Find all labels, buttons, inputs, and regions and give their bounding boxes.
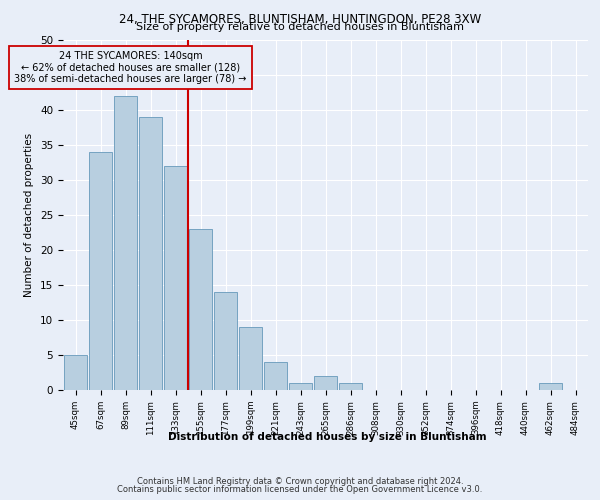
Text: Contains public sector information licensed under the Open Government Licence v3: Contains public sector information licen… [118, 484, 482, 494]
Bar [89, 152, 112, 390]
Bar [239, 327, 262, 390]
Bar [539, 383, 562, 390]
Bar [314, 376, 337, 390]
Bar [139, 117, 162, 390]
Text: 24, THE SYCAMORES, BLUNTISHAM, HUNTINGDON, PE28 3XW: 24, THE SYCAMORES, BLUNTISHAM, HUNTINGDO… [119, 12, 481, 26]
Bar [164, 166, 187, 390]
Text: Contains HM Land Registry data © Crown copyright and database right 2024.: Contains HM Land Registry data © Crown c… [137, 477, 463, 486]
Y-axis label: Number of detached properties: Number of detached properties [25, 133, 34, 297]
Bar [189, 229, 212, 390]
Bar [64, 355, 87, 390]
Text: Size of property relative to detached houses in Bluntisham: Size of property relative to detached ho… [136, 22, 464, 32]
Bar [289, 383, 312, 390]
Bar [339, 383, 362, 390]
Text: 24 THE SYCAMORES: 140sqm
← 62% of detached houses are smaller (128)
38% of semi-: 24 THE SYCAMORES: 140sqm ← 62% of detach… [14, 50, 247, 84]
Text: Distribution of detached houses by size in Bluntisham: Distribution of detached houses by size … [167, 432, 487, 442]
Bar [264, 362, 287, 390]
Bar [114, 96, 137, 390]
Bar [214, 292, 237, 390]
